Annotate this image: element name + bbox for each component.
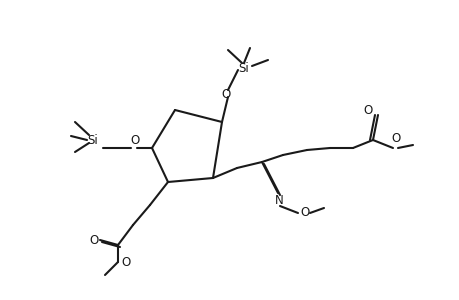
Text: Si: Si [87,134,98,146]
Text: O: O [121,256,130,268]
Text: N: N [274,194,283,208]
Text: O: O [89,233,98,247]
Text: O: O [130,134,140,146]
Text: O: O [221,88,230,100]
Text: Si: Si [238,61,249,74]
Text: O: O [363,103,372,116]
Text: O: O [300,206,309,220]
Text: O: O [391,131,400,145]
